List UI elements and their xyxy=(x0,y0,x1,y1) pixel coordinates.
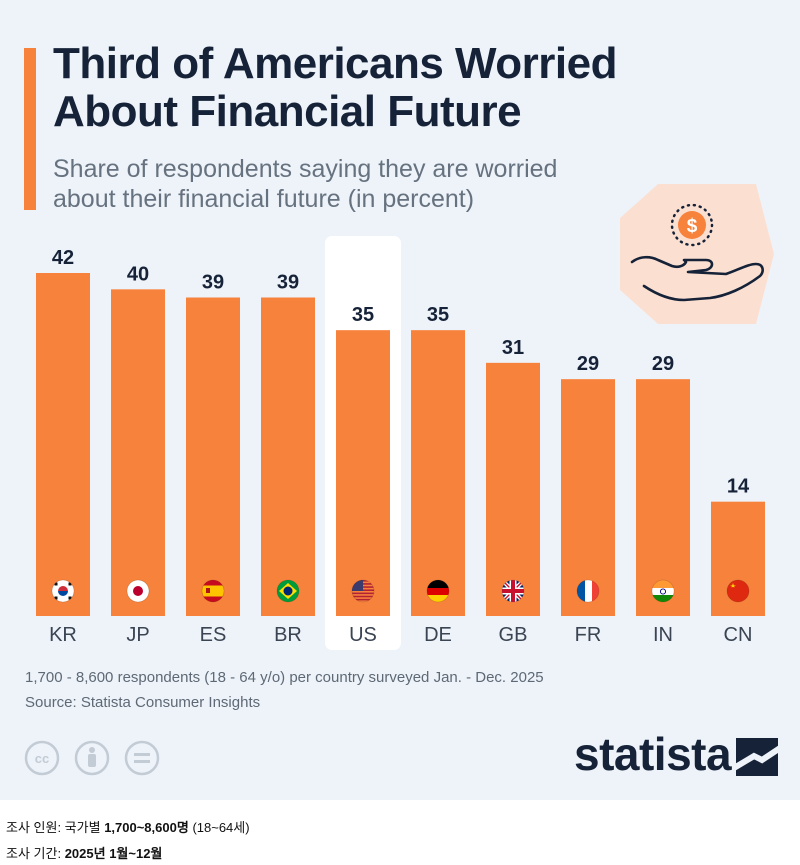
bar-de xyxy=(411,330,465,616)
no-derivatives-icon[interactable] xyxy=(124,740,160,776)
page-subtitle: Share of respondents saying they are wor… xyxy=(53,154,633,214)
value-label-fr: 29 xyxy=(577,353,599,375)
survey-note: 1,700 - 8,600 respondents (18 - 64 y/o) … xyxy=(25,669,544,686)
value-label-cn: 14 xyxy=(727,476,750,498)
value-label-in: 29 xyxy=(652,353,674,375)
bar-kr xyxy=(36,273,90,616)
korean-note-period-label: 조사 기간: xyxy=(6,846,62,861)
title-line-1: Third of Americans Worried xyxy=(53,39,617,88)
value-label-br: 39 xyxy=(277,272,299,294)
bar-chart: 42 40 39 39 35 35 31 29 29 14 KR JP ES BR US DE GB FR IN C… xyxy=(36,236,765,650)
flag-kr-icon xyxy=(51,579,75,603)
page-title: Third of Americans Worried About Financi… xyxy=(53,40,753,136)
subtitle-line-2: about their financial future (in percent… xyxy=(53,185,475,213)
flag-br-icon xyxy=(276,579,300,603)
value-label-us: 35 xyxy=(352,304,374,326)
bar-jp xyxy=(111,289,165,616)
flag-us-icon xyxy=(351,579,375,603)
flag-fr-icon xyxy=(576,579,600,603)
x-tick-es: ES xyxy=(200,624,227,646)
statista-logo[interactable]: statista xyxy=(574,728,784,784)
flag-es-icon xyxy=(201,579,225,603)
flag-de-icon xyxy=(426,579,450,603)
x-tick-kr: KR xyxy=(49,624,77,646)
x-tick-cn: CN xyxy=(724,624,753,646)
x-tick-br: BR xyxy=(274,624,302,646)
flag-in-icon xyxy=(651,579,675,603)
korean-note-respondents-label: 조사 인원: 국가별 xyxy=(6,820,101,835)
svg-text:cc: cc xyxy=(35,751,49,766)
brand-wordmark: statista xyxy=(574,728,732,780)
bar-fr xyxy=(561,379,615,616)
korean-note-period-value: 2025년 1월~12월 xyxy=(64,846,163,861)
value-label-de: 35 xyxy=(427,304,449,326)
subtitle-line-1: Share of respondents saying they are wor… xyxy=(53,155,558,183)
svg-text:$: $ xyxy=(687,216,698,237)
x-tick-gb: GB xyxy=(499,624,528,646)
license-icons: cc xyxy=(24,740,160,776)
flag-cn-icon xyxy=(726,579,750,603)
bar-gb xyxy=(486,362,540,616)
flag-jp-icon xyxy=(126,579,150,603)
bar-in xyxy=(636,379,690,616)
x-tick-jp: JP xyxy=(126,624,149,646)
creative-commons-icon[interactable]: cc xyxy=(24,740,60,776)
x-tick-us: US xyxy=(349,624,377,646)
x-tick-fr: FR xyxy=(575,624,602,646)
value-label-es: 39 xyxy=(202,272,224,294)
bar-br xyxy=(261,297,315,616)
hand-holding-dollar-icon: $ xyxy=(620,184,774,324)
korean-note-respondents: 조사 인원: 국가별 1,700~8,600명 (18~64세) xyxy=(6,819,250,837)
x-tick-de: DE xyxy=(424,624,452,646)
title-accent-bar xyxy=(24,48,36,210)
value-label-kr: 42 xyxy=(52,247,74,269)
value-label-jp: 40 xyxy=(127,263,149,285)
korean-note-respondents-suffix: (18~64세) xyxy=(192,820,250,835)
statista-mark-icon xyxy=(736,738,778,776)
infographic-card: Third of Americans Worried About Financi… xyxy=(0,0,800,800)
x-tick-in: IN xyxy=(653,624,673,646)
korean-note-respondents-value: 1,700~8,600명 xyxy=(104,820,189,835)
source-line: Source: Statista Consumer Insights xyxy=(25,694,261,711)
bar-es xyxy=(186,297,240,616)
bar-us xyxy=(336,330,390,616)
title-line-2: About Financial Future xyxy=(53,87,522,136)
flag-gb-icon xyxy=(501,579,525,603)
attribution-icon[interactable] xyxy=(74,740,110,776)
value-label-gb: 31 xyxy=(502,337,524,359)
korean-note-period: 조사 기간: 2025년 1월~12월 xyxy=(6,845,162,863)
